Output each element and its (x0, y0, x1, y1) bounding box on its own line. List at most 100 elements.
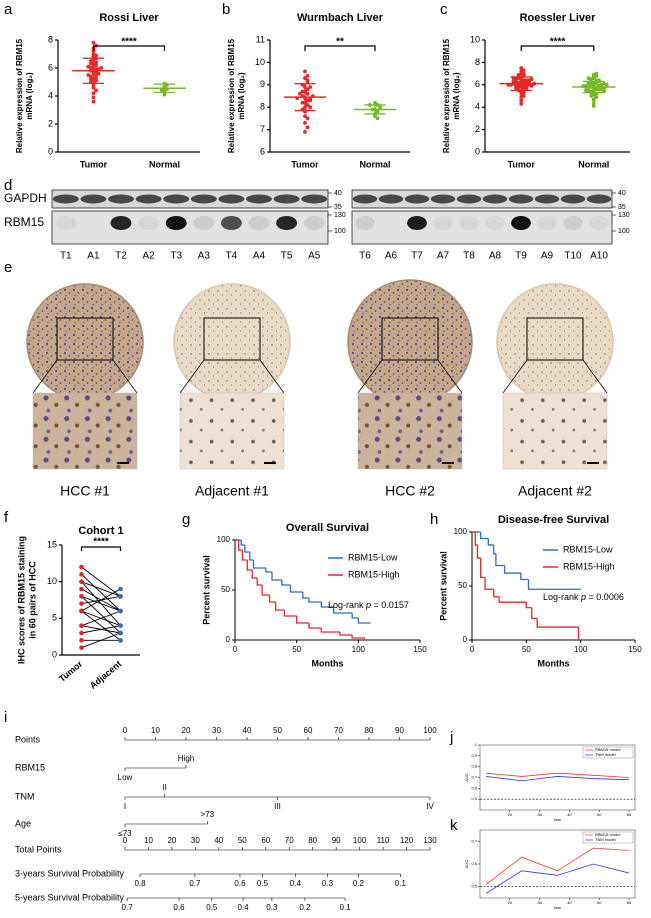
data-point (79, 623, 84, 628)
lane-label: T3 (170, 251, 182, 262)
data-point (373, 100, 377, 105)
survival-step (238, 540, 243, 551)
marker-label: 35 (334, 204, 342, 211)
blot-band (589, 216, 609, 230)
y-axis-label: Percent survival (438, 551, 448, 621)
zoom-image (357, 392, 463, 470)
y-tick-label: 11 (256, 34, 265, 44)
blot-band (52, 194, 79, 204)
lane-label: T4 (226, 251, 238, 262)
legend-label: RBM15 model (595, 747, 620, 752)
blot-band (165, 216, 187, 230)
zoom-region (203, 317, 261, 361)
data-point (586, 76, 591, 80)
survival-step (320, 602, 334, 608)
survival-step (351, 613, 359, 619)
data-point (118, 630, 123, 636)
pair-line (81, 625, 121, 634)
survival-step (531, 607, 538, 620)
nomogram-tick-label: 30 (191, 836, 200, 845)
category-label: Tumor (80, 159, 108, 169)
data-point (305, 73, 310, 78)
y-tick-label: 0 (48, 146, 53, 156)
category-label: Adjacent (88, 659, 124, 691)
annotation: Log-rank p = 0.0157 (328, 600, 409, 610)
y-tick-label: 0.7 (471, 838, 477, 843)
series-line (485, 776, 630, 782)
blot-band (430, 194, 456, 204)
y-tick-label: 8 (260, 102, 265, 112)
y-tick-label: 6 (48, 62, 53, 72)
ihc-label: Adjacent #2 (518, 483, 592, 499)
x-axis-label: time (554, 905, 562, 910)
nomogram-tick-label: II (162, 783, 166, 792)
chart-title: Cohort 1 (78, 525, 123, 537)
x-tick-label: 50 (292, 645, 301, 654)
legend-box (582, 831, 634, 844)
x-tick-label: 150 (628, 645, 642, 654)
data-point (94, 88, 98, 93)
y-tick-label: 8 (475, 57, 480, 67)
chart-title: Roessler Liver (520, 12, 597, 24)
significance-bracket (304, 45, 376, 51)
survival-step (244, 545, 250, 553)
annotation: Log-rank p = 0.0006 (543, 592, 624, 602)
blot-band (586, 194, 612, 204)
survival-step (493, 544, 496, 555)
lane-label: T2 (115, 251, 127, 262)
y-tick-label: 0.6 (471, 785, 477, 790)
significance-bracket (520, 45, 595, 51)
data-point (91, 99, 96, 104)
sd-bar (153, 83, 176, 94)
data-point (511, 79, 516, 84)
data-point (373, 114, 377, 119)
annotation-part: p (580, 592, 586, 602)
data-point (521, 71, 526, 76)
y-axis-label: in 60 pairs of HCC (27, 561, 37, 639)
nomogram-tick-label: 0 (123, 836, 128, 845)
x-axis-label: Months (538, 658, 570, 668)
ihc-label: HCC #2 (385, 483, 435, 499)
survival-step (275, 602, 285, 611)
survival-step (281, 580, 291, 586)
nomogram-tick-label: I (124, 802, 126, 811)
data-point (99, 66, 104, 70)
sd-bar (510, 76, 533, 92)
category-label: Normal (149, 159, 180, 169)
y-tick-label: 0.8 (471, 764, 477, 769)
data-point (79, 579, 84, 584)
survival-step (480, 532, 489, 540)
nomogram-tick-label: 20 (182, 726, 191, 735)
nomogram-tick-label: 0.1 (395, 879, 407, 888)
marker-label: 130 (334, 212, 346, 219)
x-tick-label: 60 (627, 812, 632, 817)
nomogram-tick-label: 90 (395, 726, 404, 735)
survival-step (268, 595, 276, 603)
data-point (79, 638, 84, 643)
nomogram-tick-label: 0.4 (290, 879, 302, 888)
pair-line (81, 566, 121, 597)
y-tick-label: 4 (48, 90, 53, 100)
blot-band (248, 216, 270, 230)
category-label: Tumor (291, 159, 319, 169)
nomogram-tick-label: 80 (365, 726, 374, 735)
y-tick-label: 6 (260, 146, 265, 156)
data-point (305, 103, 310, 107)
blot-band (220, 216, 242, 230)
nomogram-tick-label: 70 (285, 836, 294, 845)
pair-line (81, 581, 121, 597)
lane-label: A2 (142, 251, 155, 262)
series-line (485, 863, 630, 894)
nomogram-tick-label: High (178, 754, 194, 763)
tissue-core (496, 283, 614, 401)
significance-label: **** (550, 37, 566, 48)
blot-band (218, 194, 245, 204)
data-point (521, 94, 526, 98)
survival-step (474, 532, 478, 546)
panel-letter: h (430, 511, 438, 528)
significance-label: **** (121, 37, 137, 48)
y-tick-label: 10 (470, 34, 480, 44)
category-label: Normal (359, 159, 390, 169)
blot-band (135, 194, 162, 204)
panel-letter: d (4, 177, 12, 194)
